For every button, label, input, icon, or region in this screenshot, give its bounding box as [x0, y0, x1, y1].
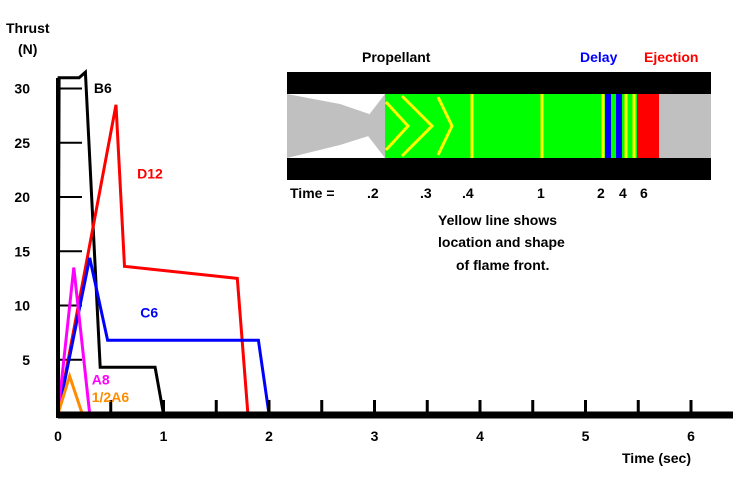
- delay-band-2: [616, 94, 622, 158]
- flame-front-2: [400, 94, 435, 158]
- x-tick-label-1: 1: [160, 428, 168, 444]
- series-line-1-2a6: [56, 371, 84, 415]
- end-plug: [659, 94, 711, 158]
- y-tick-label-30: 30: [14, 81, 30, 97]
- series-label-b6: B6: [94, 80, 112, 96]
- time-mark-4: 1: [537, 185, 545, 201]
- time-mark-1: .2: [367, 185, 379, 201]
- delay-label: Delay: [580, 49, 618, 65]
- y-axis-label: Thrust: [6, 20, 50, 36]
- y-axis-ticks: 5 10 15 20 25 30: [14, 81, 82, 368]
- time-mark-5: 2: [597, 185, 605, 201]
- caption-line-1: Yellow line shows: [438, 212, 557, 228]
- time-label: Time =: [290, 185, 335, 201]
- series-line-c6: [56, 257, 691, 416]
- motor-diagram: Propellant Delay Ejection Time = .2 .3 .…: [287, 49, 711, 273]
- x-tick-label-3: 3: [371, 428, 379, 444]
- casing-bottom: [287, 158, 711, 180]
- ejection-label: Ejection: [644, 49, 698, 65]
- x-axis: 0 1 2 3 4 5 6: [54, 78, 733, 444]
- series-line-d12: [56, 104, 250, 415]
- time-mark-2: .3: [420, 185, 432, 201]
- x-tick-label-5: 5: [582, 428, 590, 444]
- series-label-a8: A8: [92, 372, 110, 388]
- flame-front-1: [384, 100, 411, 152]
- time-mark-6: 4: [619, 185, 627, 201]
- x-axis-label: Time (sec): [622, 450, 691, 466]
- ejection-charge: [637, 94, 659, 158]
- x-tick-label-2: 2: [265, 428, 273, 444]
- nozzle: [287, 94, 378, 158]
- x-tick-label-4: 4: [476, 428, 484, 444]
- y-axis-unit: (N): [18, 41, 37, 57]
- nozzle-throat: [365, 94, 385, 158]
- y-tick-label-10: 10: [14, 298, 30, 314]
- series-label-d12: D12: [137, 166, 163, 182]
- propellant-label: Propellant: [362, 49, 431, 65]
- series-label-1-2a6: 1/2A6: [92, 389, 130, 405]
- propellant-grain: [385, 94, 605, 158]
- x-tick-label-0: 0: [54, 428, 62, 444]
- y-tick-label-25: 25: [14, 135, 30, 151]
- time-mark-3: .4: [462, 185, 474, 201]
- series-label-c6: C6: [140, 304, 158, 320]
- y-tick-label-15: 15: [14, 243, 30, 259]
- y-tick-label-20: 20: [14, 189, 30, 205]
- series-line-b6: [56, 69, 165, 415]
- time-mark-7: 6: [640, 185, 648, 201]
- y-tick-label-5: 5: [22, 352, 30, 368]
- casing-top: [287, 72, 711, 94]
- x-tick-label-6: 6: [687, 428, 695, 444]
- series-labels: B6 D12 C6 A81/2A6: [92, 80, 163, 405]
- flame-front-3: [436, 96, 454, 156]
- caption-line-3: of flame front.: [456, 257, 549, 273]
- delay-band-1: [605, 94, 611, 158]
- series-line-a8: [56, 267, 92, 415]
- caption-line-2: location and shape: [438, 234, 565, 250]
